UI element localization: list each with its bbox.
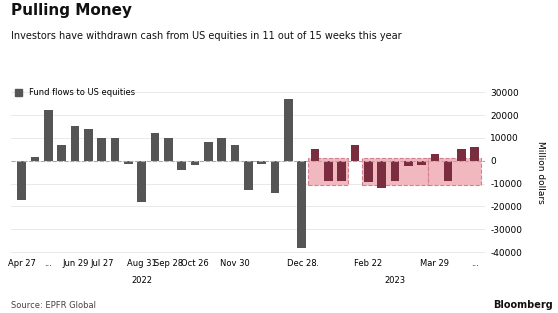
Bar: [470, 147, 479, 161]
Bar: [177, 161, 186, 170]
Bar: [337, 161, 346, 181]
Bar: [257, 161, 266, 164]
Y-axis label: Million dollars: Million dollars: [536, 141, 545, 203]
Bar: [362, 158, 428, 185]
Text: Pulling Money: Pulling Money: [11, 3, 132, 18]
Text: Source: EPFR Global: Source: EPFR Global: [11, 301, 96, 310]
Bar: [204, 142, 213, 161]
Bar: [364, 161, 373, 182]
Bar: [217, 138, 226, 161]
Bar: [31, 157, 40, 161]
Bar: [57, 145, 66, 161]
Bar: [84, 129, 93, 161]
Bar: [110, 138, 119, 161]
Bar: [324, 161, 333, 181]
Bar: [391, 161, 399, 181]
Bar: [444, 161, 453, 181]
Legend: Fund flows to US equities: Fund flows to US equities: [15, 89, 135, 97]
Text: Investors have withdrawn cash from US equities in 11 out of 15 weeks this year: Investors have withdrawn cash from US eq…: [11, 31, 402, 41]
Bar: [71, 126, 79, 161]
Bar: [417, 161, 426, 165]
Bar: [124, 161, 133, 164]
Bar: [457, 149, 466, 161]
Bar: [377, 161, 386, 188]
Bar: [164, 138, 173, 161]
Bar: [284, 99, 292, 161]
Bar: [350, 145, 359, 161]
Bar: [297, 161, 306, 248]
Bar: [44, 110, 53, 161]
Text: 2023: 2023: [384, 276, 406, 285]
Bar: [244, 161, 253, 190]
Bar: [404, 161, 412, 167]
Bar: [98, 138, 106, 161]
Text: Bloomberg: Bloomberg: [493, 300, 552, 310]
Bar: [230, 145, 239, 161]
Bar: [311, 149, 319, 161]
Bar: [191, 161, 199, 165]
Bar: [431, 154, 439, 161]
Bar: [151, 133, 160, 161]
Bar: [271, 161, 280, 193]
Bar: [137, 161, 146, 202]
Text: 2022: 2022: [131, 276, 152, 285]
Bar: [17, 161, 26, 200]
Bar: [308, 158, 348, 185]
Bar: [428, 158, 482, 185]
